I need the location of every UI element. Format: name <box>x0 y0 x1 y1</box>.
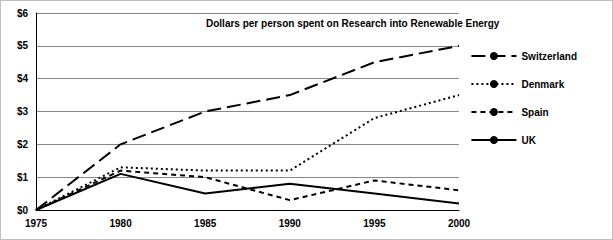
svg-text:1995: 1995 <box>363 218 386 229</box>
svg-text:$4: $4 <box>17 73 29 84</box>
svg-text:1980: 1980 <box>109 218 132 229</box>
svg-text:$6: $6 <box>17 8 29 19</box>
svg-text:1990: 1990 <box>279 218 302 229</box>
svg-text:Denmark: Denmark <box>521 79 564 90</box>
svg-text:$5: $5 <box>17 40 29 51</box>
svg-text:Switzerland: Switzerland <box>521 51 577 62</box>
svg-text:Dollars per person spent on Re: Dollars per person spent on Research int… <box>206 18 500 29</box>
svg-text:$2: $2 <box>17 139 29 150</box>
svg-text:$0: $0 <box>17 205 29 216</box>
svg-text:$3: $3 <box>17 106 29 117</box>
svg-text:2000: 2000 <box>448 218 471 229</box>
svg-text:1975: 1975 <box>25 218 48 229</box>
svg-text:$1: $1 <box>17 172 29 183</box>
svg-text:Spain: Spain <box>521 107 548 118</box>
svg-text:UK: UK <box>521 135 536 146</box>
svg-text:1985: 1985 <box>194 218 217 229</box>
